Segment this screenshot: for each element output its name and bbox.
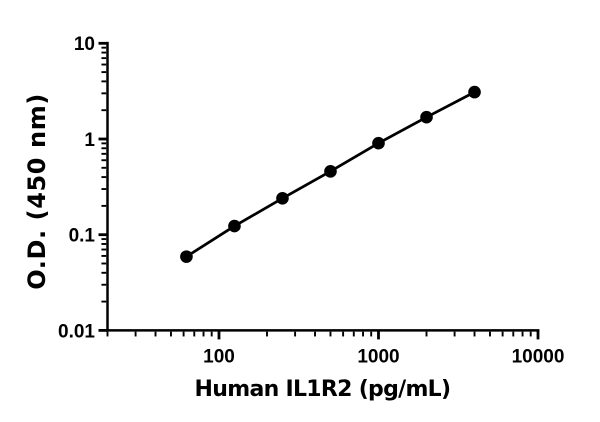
data-point-250 <box>276 192 289 205</box>
data-point-62.5 <box>180 250 193 263</box>
data-point-4000 <box>468 85 481 99</box>
x-tick-label-10000: 10000 <box>512 346 565 367</box>
y-tick-label-0.1: 0.1 <box>69 226 96 247</box>
y-tick-label-10: 10 <box>74 34 95 55</box>
y-axis-title: O.D. (450 nm) <box>23 94 51 290</box>
data-point-125 <box>228 219 241 233</box>
y-tick-label-0.01: 0.01 <box>58 321 95 342</box>
data-series <box>180 85 481 263</box>
y-tick-label-1: 1 <box>84 130 95 151</box>
x-tick-label-1000: 1000 <box>357 346 399 367</box>
data-point-500 <box>324 165 337 178</box>
axes <box>98 41 540 340</box>
data-point-2000 <box>420 110 433 124</box>
data-point-1000 <box>372 136 385 150</box>
x-axis-title: Human IL1R2 (pg/mL) <box>195 377 452 402</box>
x-tick-label-100: 100 <box>203 346 235 367</box>
tick-labels: 100 1000 10000 10 1 0.1 0.01 <box>58 34 564 367</box>
